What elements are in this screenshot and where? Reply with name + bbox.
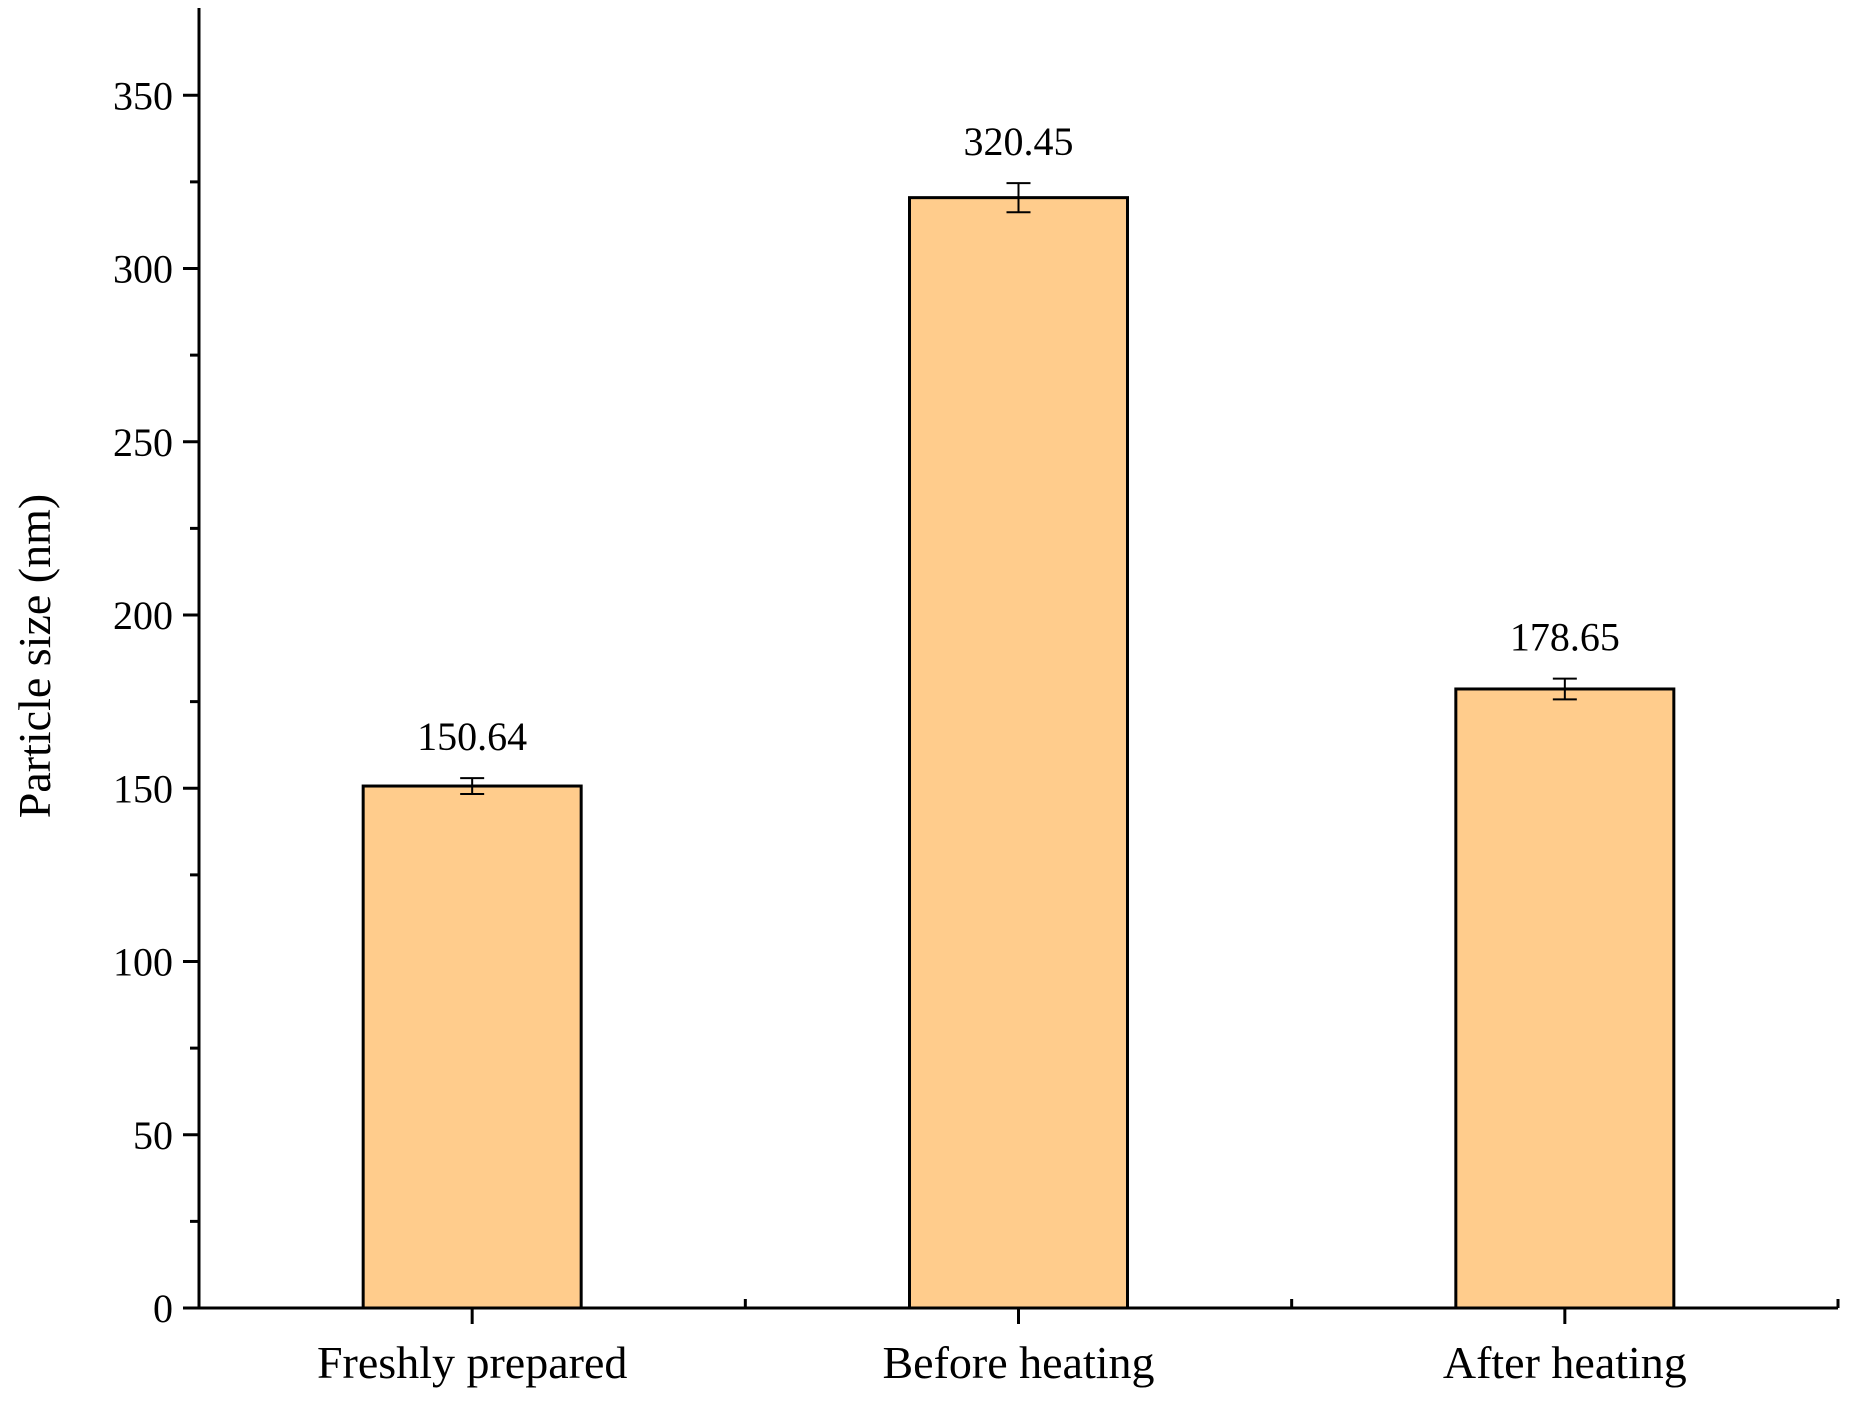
bars xyxy=(361,196,1676,1310)
x-tick-label: Freshly prepared xyxy=(317,1337,627,1388)
bar xyxy=(1454,687,1676,1310)
data-labels: 150.64 320.45 178.65 xyxy=(417,119,1620,759)
y-axis-title: Particle size (nm) xyxy=(9,494,60,818)
data-label: 150.64 xyxy=(417,714,527,759)
y-tick-label: 300 xyxy=(113,247,173,292)
y-tick-label: 250 xyxy=(113,420,173,465)
y-tick-label: 200 xyxy=(113,593,173,638)
y-tick-label: 350 xyxy=(113,73,173,118)
y-tick-label: 50 xyxy=(133,1113,173,1158)
y-tick-label: 150 xyxy=(113,766,173,811)
x-axis: Freshly prepared Before heating After heat… xyxy=(197,1299,1840,1388)
x-tick-label: After heating xyxy=(1443,1337,1687,1388)
error-bars xyxy=(460,182,1577,796)
y-tick-label: 0 xyxy=(153,1286,173,1331)
bar xyxy=(908,196,1129,1310)
data-label: 178.65 xyxy=(1510,615,1620,660)
x-tick-label: Before heating xyxy=(882,1337,1154,1388)
y-axis: 0 50 100 150 200 250 300 350 xyxy=(113,8,201,1331)
bar xyxy=(361,784,583,1310)
data-label: 320.45 xyxy=(964,119,1074,164)
y-tick-label: 100 xyxy=(113,940,173,985)
